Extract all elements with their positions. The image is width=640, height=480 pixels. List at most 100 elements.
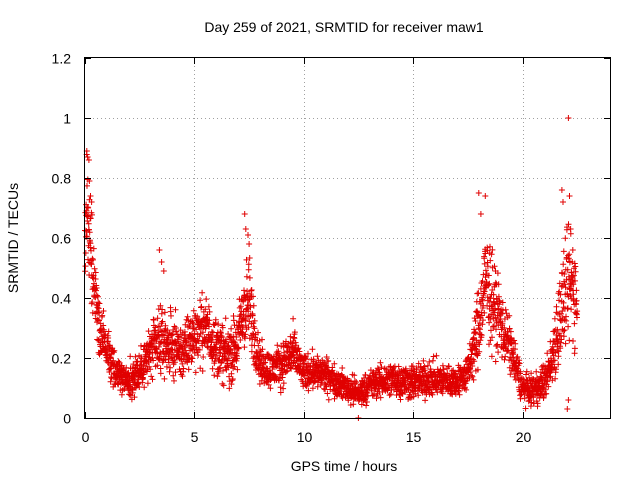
data-point bbox=[571, 320, 578, 327]
data-point bbox=[84, 154, 91, 160]
data-point bbox=[474, 366, 481, 373]
data-point bbox=[152, 324, 159, 331]
data-point bbox=[570, 281, 577, 288]
data-point bbox=[499, 299, 506, 306]
data-point bbox=[301, 360, 308, 367]
data-point bbox=[249, 330, 256, 337]
data-point bbox=[287, 333, 294, 340]
data-point bbox=[560, 199, 566, 205]
data-point bbox=[471, 329, 478, 335]
data-point bbox=[557, 339, 564, 346]
data-point bbox=[561, 281, 568, 288]
data-point bbox=[82, 268, 89, 275]
data-point bbox=[494, 341, 501, 348]
data-point bbox=[272, 374, 279, 380]
data-point bbox=[200, 354, 207, 360]
data-point bbox=[476, 341, 483, 348]
data-point bbox=[167, 364, 174, 371]
data-point bbox=[179, 360, 186, 367]
data-point bbox=[179, 373, 186, 380]
data-point bbox=[324, 390, 331, 397]
data-point bbox=[305, 387, 312, 394]
data-point bbox=[205, 303, 212, 310]
data-point bbox=[482, 274, 489, 281]
data-point bbox=[141, 384, 148, 391]
data-point bbox=[516, 360, 523, 367]
data-point bbox=[199, 329, 206, 336]
data-point bbox=[434, 389, 441, 396]
y-axis-label: SRMTID / TECUs bbox=[5, 183, 21, 293]
data-point bbox=[85, 157, 92, 163]
data-point bbox=[554, 326, 561, 333]
data-point bbox=[99, 312, 106, 319]
data-point bbox=[523, 368, 530, 375]
data-point bbox=[514, 353, 521, 360]
data-point bbox=[191, 350, 198, 356]
data-point bbox=[94, 304, 101, 311]
data-point bbox=[262, 355, 269, 362]
data-point bbox=[309, 385, 316, 392]
data-point bbox=[105, 335, 112, 341]
data-point bbox=[530, 394, 537, 401]
data-point bbox=[219, 380, 226, 387]
data-point bbox=[234, 366, 241, 373]
data-point bbox=[551, 328, 558, 335]
data-point bbox=[568, 306, 575, 313]
data-point bbox=[477, 211, 484, 217]
data-point bbox=[395, 372, 402, 379]
data-point bbox=[206, 323, 212, 330]
data-point bbox=[413, 365, 420, 372]
data-point bbox=[165, 359, 172, 366]
data-point bbox=[161, 309, 168, 316]
axis-ticks: 0 0.2 0.4 0.6 0.8 1 1.2 0 5 10 15 20 bbox=[52, 51, 610, 445]
data-point bbox=[190, 320, 197, 327]
data-point bbox=[429, 357, 436, 364]
data-point bbox=[339, 395, 346, 401]
data-point bbox=[561, 327, 568, 334]
data-point bbox=[144, 380, 151, 387]
data-point bbox=[94, 293, 101, 300]
data-point bbox=[487, 257, 494, 264]
data-point bbox=[199, 368, 206, 374]
data-point bbox=[225, 355, 232, 362]
data-point bbox=[251, 317, 258, 324]
data-point bbox=[220, 382, 227, 389]
data-point bbox=[196, 346, 203, 353]
data-point bbox=[490, 291, 497, 298]
data-point bbox=[555, 338, 562, 345]
data-point bbox=[305, 350, 311, 357]
data-point bbox=[542, 386, 549, 393]
data-point bbox=[88, 199, 95, 205]
data-point bbox=[562, 340, 569, 347]
data-point bbox=[245, 324, 252, 331]
y-tick-label: 0.4 bbox=[52, 291, 72, 307]
data-point bbox=[235, 345, 242, 352]
data-point bbox=[507, 334, 514, 341]
data-point bbox=[265, 381, 272, 388]
data-point bbox=[528, 370, 535, 377]
data-point bbox=[486, 341, 492, 348]
data-point bbox=[507, 371, 514, 378]
data-point bbox=[415, 360, 422, 367]
data-point bbox=[325, 396, 332, 403]
data-point bbox=[277, 389, 284, 396]
data-point bbox=[302, 356, 309, 363]
data-point bbox=[560, 304, 567, 311]
data-point bbox=[488, 353, 495, 360]
data-point bbox=[539, 366, 546, 373]
data-point bbox=[219, 324, 226, 331]
data-point bbox=[250, 302, 257, 309]
data-point bbox=[88, 261, 95, 268]
data-point bbox=[155, 343, 162, 350]
data-point bbox=[464, 361, 471, 368]
data-point bbox=[451, 371, 458, 378]
data-point bbox=[572, 263, 579, 270]
data-point bbox=[363, 399, 370, 405]
data-point bbox=[223, 338, 230, 345]
data-point bbox=[489, 246, 496, 253]
data-point bbox=[560, 261, 567, 268]
x-tick-label: 20 bbox=[516, 429, 532, 445]
data-point bbox=[565, 115, 572, 121]
data-point bbox=[472, 343, 479, 350]
data-point bbox=[331, 360, 338, 367]
